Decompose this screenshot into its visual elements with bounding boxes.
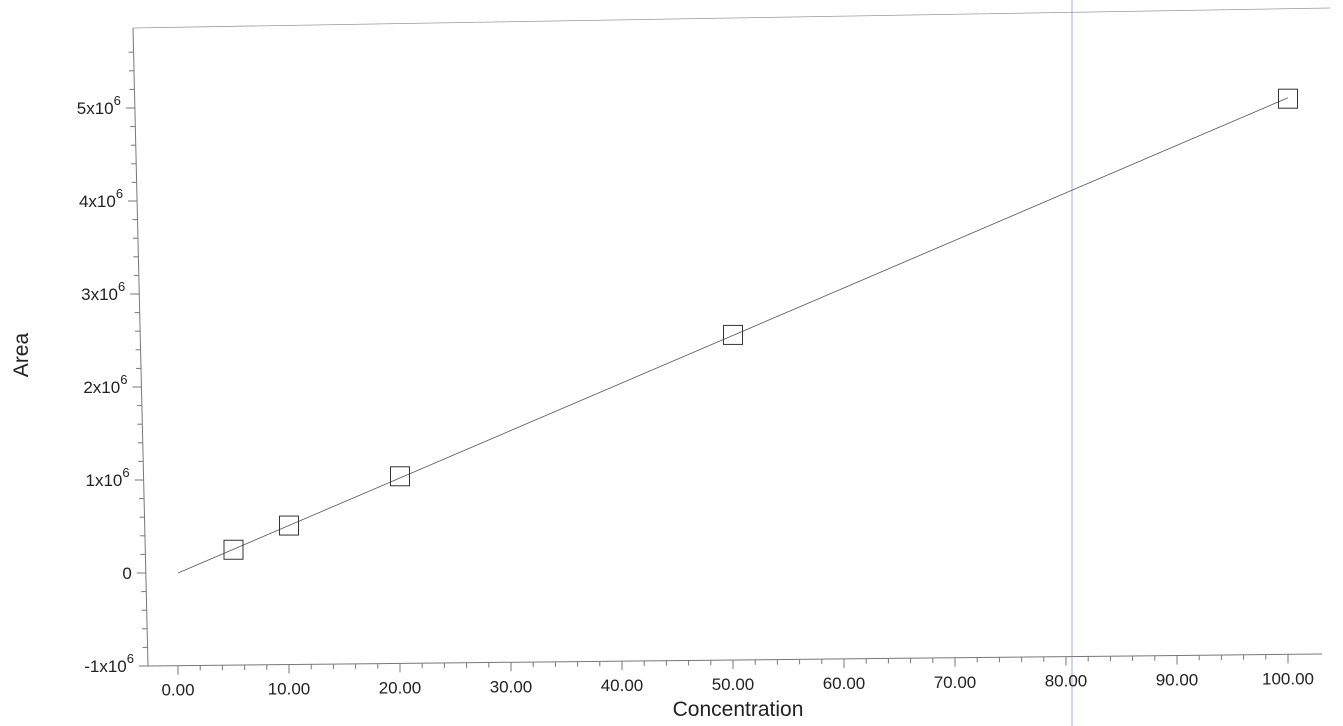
x-tick-label: 70.00 <box>934 673 977 692</box>
y-tick-label: 1x106 <box>86 465 130 490</box>
x-axis-title: Concentration <box>673 698 804 721</box>
y-tick-exponent: 6 <box>116 186 123 201</box>
y-tick-label: -1x106 <box>84 651 134 676</box>
y-tick-exponent: 6 <box>122 465 129 480</box>
major-ticks <box>125 107 1289 675</box>
y-tick-label: 5x106 <box>77 93 121 118</box>
x-tick-label: 30.00 <box>490 677 533 696</box>
y-tick-base: 4x10 <box>79 192 116 211</box>
y-tick-base: 3x10 <box>81 285 118 304</box>
data-point <box>723 324 743 345</box>
data-point <box>1278 88 1298 109</box>
y-axis-line <box>132 27 149 667</box>
fit-line <box>177 97 1289 574</box>
y-tick-base: 0 <box>122 564 131 583</box>
data-point <box>390 466 410 487</box>
y-tick-base: 1x10 <box>86 471 123 490</box>
x-tick-label: 80.00 <box>1045 672 1088 691</box>
x-tick-label: 40.00 <box>601 676 644 695</box>
y-tick-exponent: 6 <box>114 93 121 108</box>
data-point <box>279 515 299 536</box>
minor-ticks <box>128 51 1267 671</box>
y-tick-exponent: 6 <box>118 279 125 294</box>
data-markers <box>223 88 1298 560</box>
x-axis-line <box>147 653 1323 667</box>
x-tick-label: 60.00 <box>823 674 866 693</box>
x-tick-label: 10.00 <box>268 680 311 699</box>
x-tick-label: 0.00 <box>161 681 194 700</box>
y-tick-exponent: 6 <box>127 651 134 666</box>
y-tick-label: 3x106 <box>81 279 125 304</box>
y-tick-label: 4x106 <box>79 186 123 211</box>
y-tick-base: 5x10 <box>77 99 114 118</box>
y-tick-label: 0 <box>122 564 131 583</box>
x-tick-label: 50.00 <box>712 675 755 694</box>
y-axis <box>132 27 149 667</box>
y-tick-label: 2x106 <box>83 372 127 397</box>
x-tick-label: 20.00 <box>379 678 422 697</box>
y-tick-base: 2x10 <box>83 378 120 397</box>
x-tick-labels: 0.00 10.00 20.00 30.00 40.00 50.00 60.00 70.00 8… <box>161 669 1314 699</box>
x-tick-label: 90.00 <box>1156 670 1199 689</box>
x-tick-label: 100.00 <box>1262 669 1314 688</box>
y-axis-title: Area <box>10 333 33 378</box>
data-point <box>223 539 244 560</box>
plot-top-border <box>132 7 1331 29</box>
y-tick-exponent: 6 <box>120 372 127 387</box>
x-axis <box>147 653 1323 667</box>
y-tick-base: -1x10 <box>84 657 127 676</box>
